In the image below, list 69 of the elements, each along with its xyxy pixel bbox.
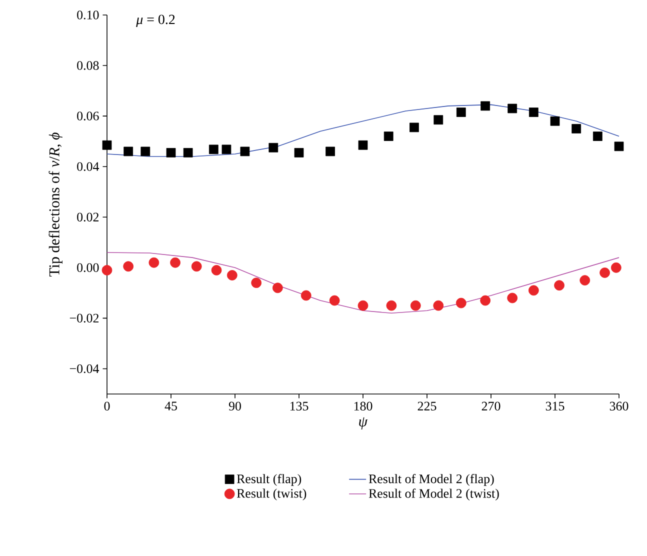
x-tick-label: 135 — [290, 402, 308, 410]
point — [326, 146, 335, 156]
point — [610, 262, 622, 273]
point — [272, 282, 283, 294]
point — [183, 148, 193, 158]
point — [222, 144, 232, 154]
point — [226, 270, 238, 280]
annotation: μ = 0.2 — [136, 14, 175, 27]
point — [580, 275, 590, 286]
x-axis-title: ψ — [359, 417, 368, 430]
point — [208, 144, 218, 154]
point — [434, 115, 444, 125]
x-tick-label: 225 — [418, 402, 436, 410]
point — [300, 290, 312, 301]
point — [614, 142, 624, 152]
point — [166, 148, 176, 158]
point — [268, 142, 278, 152]
x-tick-label: 270 — [482, 402, 500, 411]
point — [572, 124, 582, 134]
legend-label: Result of Model 2 (flap) — [368, 474, 494, 486]
x-tick-label: 360 — [610, 402, 628, 411]
legend-label: Result (flap) — [236, 474, 302, 486]
point — [386, 300, 397, 311]
point — [294, 148, 304, 158]
x-tick-label: 315 — [546, 402, 564, 410]
point — [456, 298, 466, 308]
point — [384, 132, 394, 141]
point — [140, 146, 150, 156]
point — [410, 122, 419, 132]
point — [456, 108, 466, 117]
x-tick-label: 0 — [104, 402, 110, 411]
x-tick-label: 90 — [228, 402, 241, 411]
point — [211, 265, 222, 276]
point — [433, 300, 444, 311]
point — [554, 280, 564, 291]
y-tick-label: 0.10 — [77, 10, 99, 20]
y-tick-label: 0.02 — [77, 212, 99, 222]
x-tick-label: 45 — [164, 402, 177, 410]
y-tick-label: 0.00 — [77, 263, 99, 272]
point — [600, 268, 610, 278]
point — [240, 146, 250, 156]
point — [480, 295, 490, 306]
y-tick-label: 0.04 — [77, 162, 100, 171]
point — [148, 257, 160, 268]
y-tick-label: −0.02 — [70, 314, 99, 323]
point — [102, 140, 112, 150]
point — [102, 265, 112, 276]
x-tick-label: 180 — [354, 402, 372, 411]
point — [528, 108, 538, 117]
legend-label: Result of Model 2 (twist) — [368, 488, 499, 500]
point — [508, 104, 518, 114]
legend-label: Result (twist) — [236, 488, 306, 500]
point — [170, 257, 180, 268]
y-tick-label: 0.08 — [77, 61, 99, 70]
point — [124, 146, 134, 156]
point — [550, 116, 560, 126]
point — [358, 140, 368, 150]
point — [410, 300, 421, 311]
point — [123, 261, 134, 272]
point — [480, 101, 490, 111]
y-tick-label: −0.04 — [70, 364, 100, 374]
point — [329, 295, 340, 306]
point — [191, 261, 202, 272]
point — [592, 132, 602, 141]
point — [507, 292, 518, 304]
point — [358, 300, 368, 311]
point — [251, 278, 262, 288]
point — [528, 285, 539, 296]
y-tick-label: 0.06 — [77, 112, 99, 120]
